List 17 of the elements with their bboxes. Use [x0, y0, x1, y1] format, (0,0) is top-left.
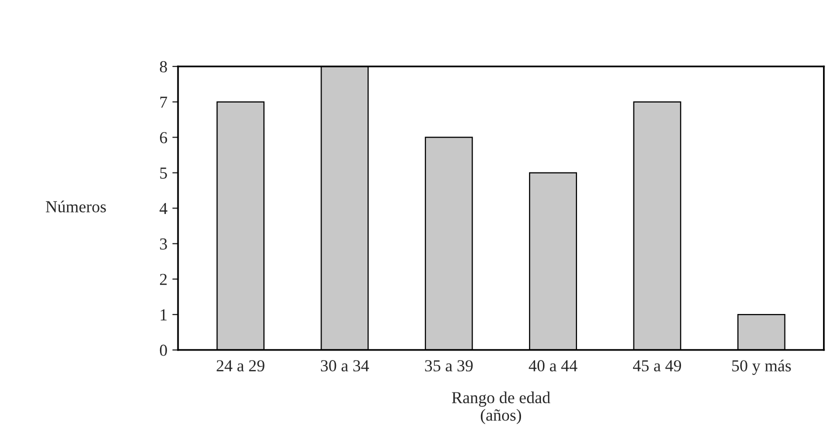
x-tick-label: 45 a 49	[632, 360, 682, 372]
y-tick-label: 8	[160, 61, 167, 72]
y-tick-label: 5	[160, 168, 167, 179]
x-tick-label: 24 a 29	[216, 360, 264, 372]
y-tick-label: 3	[160, 238, 167, 250]
x-tick-label: 30 a 34	[320, 360, 369, 372]
y-axis-title: Números	[46, 200, 106, 212]
y-tick-label: 4	[160, 203, 168, 214]
y-tick-label: 6	[160, 132, 168, 144]
x-tick-label: 35 a 39	[425, 360, 473, 372]
y-tick-label: 2	[160, 274, 167, 285]
x-tick-label: 50 y más	[732, 360, 791, 375]
y-tick-label: 0	[160, 344, 167, 356]
x-axis-title: Rango de edad (años)	[452, 392, 550, 424]
x-tick-label: 40 a 44	[528, 360, 578, 372]
y-tick-label: 7	[160, 96, 168, 108]
y-tick-label: 1	[160, 309, 167, 320]
